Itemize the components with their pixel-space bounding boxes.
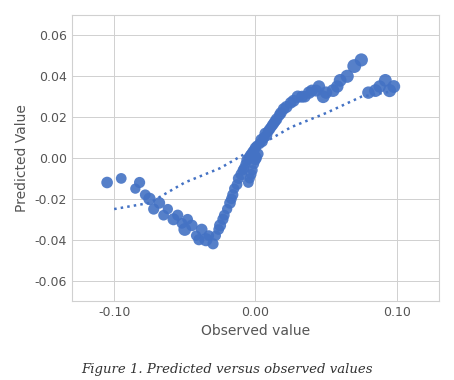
- Point: [334, 84, 341, 90]
- Point: [184, 216, 191, 222]
- Point: [256, 141, 263, 147]
- Point: [252, 157, 259, 163]
- Point: [283, 104, 290, 110]
- Point: [104, 179, 111, 185]
- Point: [136, 179, 143, 185]
- Point: [247, 171, 255, 177]
- Point: [160, 212, 167, 218]
- Point: [280, 106, 287, 112]
- Point: [266, 127, 273, 133]
- Point: [372, 87, 379, 93]
- Point: [227, 200, 234, 206]
- X-axis label: Observed value: Observed value: [201, 325, 310, 339]
- Point: [301, 93, 308, 100]
- Point: [252, 145, 259, 151]
- Point: [255, 151, 262, 157]
- Point: [205, 233, 212, 239]
- Point: [330, 87, 337, 93]
- Point: [365, 90, 372, 96]
- Point: [229, 192, 237, 198]
- Point: [241, 165, 248, 171]
- Point: [316, 84, 323, 90]
- Point: [306, 90, 313, 96]
- Point: [150, 206, 158, 212]
- Point: [344, 73, 351, 79]
- Point: [212, 233, 219, 239]
- Point: [242, 161, 249, 167]
- Point: [277, 110, 285, 116]
- Point: [308, 87, 316, 93]
- Point: [257, 136, 265, 142]
- Point: [202, 237, 210, 243]
- Point: [267, 124, 275, 130]
- Point: [259, 139, 266, 145]
- Point: [276, 112, 283, 118]
- Point: [221, 212, 228, 218]
- Point: [376, 84, 383, 90]
- Point: [181, 226, 188, 233]
- Point: [247, 151, 255, 157]
- Point: [246, 176, 253, 182]
- Point: [386, 87, 393, 93]
- Point: [237, 171, 245, 177]
- Point: [235, 176, 242, 182]
- Point: [312, 87, 320, 93]
- Point: [253, 143, 261, 149]
- Text: Figure 1. Predicted versus observed values: Figure 1. Predicted versus observed valu…: [81, 363, 373, 376]
- Point: [298, 93, 306, 100]
- Point: [260, 135, 267, 141]
- Point: [253, 155, 261, 161]
- Point: [217, 222, 224, 228]
- Point: [273, 116, 280, 122]
- Point: [390, 84, 397, 90]
- Point: [270, 120, 277, 126]
- Point: [146, 196, 153, 202]
- Point: [156, 200, 163, 206]
- Point: [195, 237, 202, 243]
- Point: [228, 196, 235, 202]
- Point: [223, 206, 231, 212]
- Point: [192, 233, 200, 239]
- Point: [249, 149, 256, 155]
- Point: [336, 77, 344, 83]
- Point: [174, 212, 181, 218]
- Point: [262, 130, 269, 136]
- Point: [263, 133, 270, 139]
- Point: [294, 93, 301, 100]
- Point: [320, 93, 327, 100]
- Point: [287, 100, 294, 106]
- Point: [118, 176, 125, 182]
- Point: [269, 122, 276, 128]
- Point: [243, 157, 251, 163]
- Point: [178, 220, 186, 226]
- Point: [245, 155, 252, 161]
- Point: [215, 226, 222, 233]
- Point: [239, 167, 247, 173]
- Point: [250, 161, 257, 167]
- Point: [132, 185, 139, 192]
- Point: [322, 90, 330, 96]
- Point: [142, 192, 149, 198]
- Point: [245, 179, 252, 185]
- Point: [219, 216, 227, 222]
- Point: [198, 226, 205, 233]
- Point: [231, 185, 238, 192]
- Point: [350, 63, 358, 69]
- Point: [382, 77, 389, 83]
- Point: [170, 216, 177, 222]
- Point: [246, 153, 253, 159]
- Point: [249, 167, 256, 173]
- Point: [271, 118, 279, 124]
- Point: [164, 206, 172, 212]
- Point: [252, 153, 259, 159]
- Point: [265, 128, 272, 135]
- Point: [209, 241, 217, 247]
- Y-axis label: Predicted Value: Predicted Value: [15, 104, 29, 212]
- Point: [358, 57, 365, 63]
- Point: [250, 147, 257, 153]
- Point: [188, 222, 196, 228]
- Point: [233, 182, 241, 188]
- Point: [290, 98, 297, 104]
